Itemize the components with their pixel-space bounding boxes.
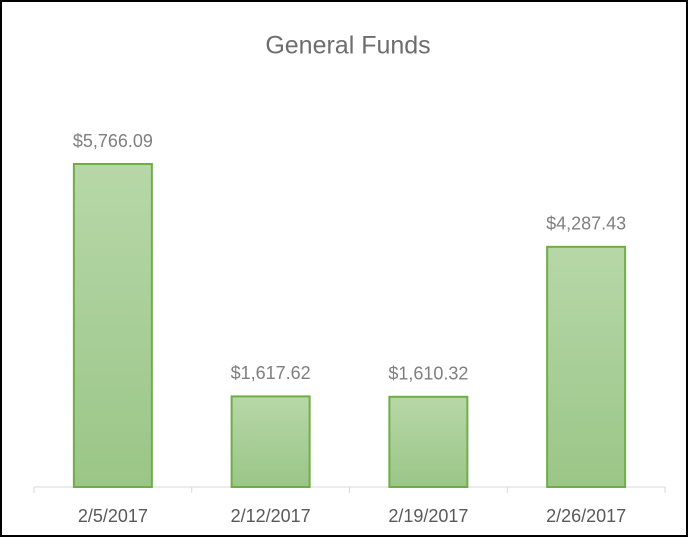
chart-title: General Funds <box>265 32 430 60</box>
bar <box>230 395 311 489</box>
bar <box>72 163 153 488</box>
x-tick-label: 2/12/2017 <box>231 506 311 526</box>
bar <box>388 395 469 488</box>
data-label: $4,287.43 <box>546 214 626 234</box>
x-tick-label: 2/26/2017 <box>546 506 626 526</box>
data-label: $1,610.32 <box>388 364 468 384</box>
data-label: $5,766.09 <box>73 131 153 151</box>
x-tick-label: 2/19/2017 <box>388 506 468 526</box>
bar <box>546 245 627 488</box>
data-label: $1,617.62 <box>231 363 311 383</box>
x-tick-label: 2/5/2017 <box>78 506 148 526</box>
